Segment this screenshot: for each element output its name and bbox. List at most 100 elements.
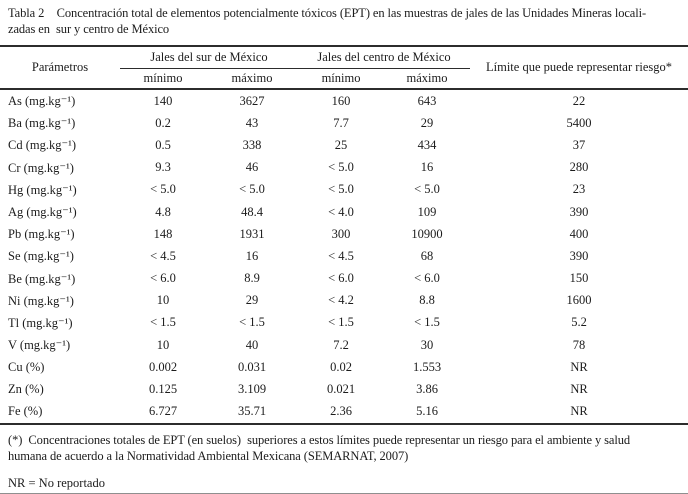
param-cell: Ba (mg.kg⁻¹)	[8, 116, 76, 131]
table-row-pb: Pb (mg.kg⁻¹) 148 1931 300 10900 400	[0, 223, 688, 245]
footnote-asterisk: (*) Concentraciones totales de EPT (en s…	[8, 432, 682, 465]
value-cell: 0.125	[148, 382, 178, 397]
param-cell: Cu (%)	[8, 359, 45, 374]
value-cell: 29	[245, 293, 259, 308]
limit-cell: NR	[570, 359, 588, 374]
value-cell: < 4.5	[328, 248, 354, 263]
param-cell: V (mg.kg⁻¹)	[8, 338, 71, 353]
col-header-parametros: Parámetros	[31, 60, 89, 74]
col-header-centro-maximo: máximo	[406, 71, 448, 85]
value-cell: 0.021	[326, 382, 356, 397]
table-row-cr: Cr (mg.kg⁻¹) 9.3 46 < 5.0 16 280	[0, 157, 688, 179]
value-cell: 43	[245, 115, 259, 130]
limit-cell: 5.2	[571, 315, 587, 330]
value-cell: 16	[245, 248, 259, 263]
value-cell: 35.71	[237, 404, 267, 419]
value-cell: 48.4	[241, 204, 263, 219]
bottom-rule	[0, 492, 688, 494]
param-cell: Pb (mg.kg⁻¹)	[8, 227, 75, 242]
value-cell: 9.3	[155, 160, 171, 175]
value-cell: 434	[417, 137, 437, 152]
limit-cell: 5400	[566, 115, 592, 130]
value-cell: 30	[420, 337, 434, 352]
value-cell: < 5.0	[328, 182, 354, 197]
value-cell: < 1.5	[239, 315, 265, 330]
param-cell: Be (mg.kg⁻¹)	[8, 271, 76, 286]
table-row-v: V (mg.kg⁻¹) 10 40 7.2 30 78	[0, 334, 688, 356]
value-cell: 0.5	[155, 137, 171, 152]
param-cell: Ni (mg.kg⁻¹)	[8, 293, 74, 308]
param-cell: As (mg.kg⁻¹)	[8, 94, 76, 109]
value-cell: < 4.0	[328, 204, 354, 219]
value-cell: < 4.5	[150, 248, 176, 263]
value-cell: < 6.0	[150, 271, 176, 286]
value-cell: < 5.0	[328, 160, 354, 175]
limit-cell: 390	[569, 248, 589, 263]
value-cell: < 6.0	[414, 271, 440, 286]
param-cell: Zn (%)	[8, 382, 44, 397]
value-cell: 25	[334, 137, 348, 152]
col-group-centro: Jales del centro de México	[298, 46, 471, 69]
col-header-sur-minimo: mínimo	[143, 71, 183, 85]
value-cell: 148	[153, 226, 173, 241]
value-cell: 109	[417, 204, 437, 219]
value-cell: < 5.0	[414, 182, 440, 197]
value-cell: 46	[245, 160, 259, 175]
ept-table: Parámetros Jales del sur de México Jales…	[0, 45, 688, 425]
limit-cell: 78	[572, 337, 586, 352]
value-cell: < 6.0	[328, 271, 354, 286]
value-cell: 160	[331, 93, 351, 108]
table-row-cd: Cd (mg.kg⁻¹) 0.5 338 25 434 37	[0, 134, 688, 156]
col-group-sur: Jales del sur de México	[120, 46, 299, 69]
value-cell: 0.2	[155, 115, 171, 130]
col-header-centro-minimo: mínimo	[321, 71, 361, 85]
value-cell: < 5.0	[150, 182, 176, 197]
value-cell: < 1.5	[328, 315, 354, 330]
value-cell: < 1.5	[414, 315, 440, 330]
value-cell: 0.031	[237, 359, 267, 374]
table-row-fe: Fe (%) 6.727 35.71 2.36 5.16 NR	[0, 401, 688, 424]
table-row-ba: Ba (mg.kg⁻¹) 0.2 43 7.7 29 5400	[0, 112, 688, 134]
value-cell: 3.109	[237, 382, 267, 397]
value-cell: 10900	[411, 226, 443, 241]
value-cell: 8.8	[419, 293, 435, 308]
value-cell: 7.2	[333, 337, 349, 352]
param-cell: Se (mg.kg⁻¹)	[8, 249, 74, 264]
table-row-hg: Hg (mg.kg⁻¹) < 5.0 < 5.0 < 5.0 < 5.0 23	[0, 179, 688, 201]
table-caption: Tabla 2 Concentración total de elementos…	[0, 0, 688, 37]
value-cell: < 5.0	[239, 182, 265, 197]
value-cell: 3.86	[416, 382, 438, 397]
value-cell: < 1.5	[150, 315, 176, 330]
value-cell: 4.8	[155, 204, 171, 219]
header-sub-row: mínimo máximo mínimo máximo	[0, 69, 688, 90]
table-row-cu: Cu (%) 0.002 0.031 0.02 1.553 NR	[0, 356, 688, 378]
param-cell: Tl (mg.kg⁻¹)	[8, 315, 73, 330]
value-cell: 1.553	[412, 359, 442, 374]
value-cell: 10	[156, 337, 170, 352]
value-cell: 7.7	[333, 115, 349, 130]
value-cell: 2.36	[330, 404, 352, 419]
limit-cell: 390	[569, 204, 589, 219]
value-cell: < 4.2	[328, 293, 354, 308]
caption-line-1: Tabla 2 Concentración total de elementos…	[8, 6, 647, 20]
value-cell: 1931	[239, 226, 265, 241]
value-cell: 8.9	[244, 271, 260, 286]
col-header-limite: Límite que puede representar riesgo*	[486, 60, 673, 74]
value-cell: 643	[417, 93, 437, 108]
value-cell: 10	[156, 293, 170, 308]
limit-cell: 1600	[566, 293, 592, 308]
param-cell: Fe (%)	[8, 404, 43, 419]
header-group-row: Parámetros Jales del sur de México Jales…	[0, 46, 688, 74]
table-row-se: Se (mg.kg⁻¹) < 4.5 16 < 4.5 68 390	[0, 245, 688, 267]
value-cell: 40	[245, 337, 259, 352]
value-cell: 300	[331, 226, 351, 241]
param-cell: Cd (mg.kg⁻¹)	[8, 138, 76, 153]
limit-cell: 23	[572, 182, 586, 197]
limit-cell: 22	[572, 93, 586, 108]
footnote-line-1: (*) Concentraciones totales de EPT (en s…	[8, 432, 631, 447]
limit-cell: NR	[570, 404, 588, 419]
value-cell: 29	[420, 115, 434, 130]
limit-cell: 400	[569, 226, 589, 241]
table-body: As (mg.kg⁻¹) 140 3627 160 643 22 Ba (mg.…	[0, 89, 688, 424]
